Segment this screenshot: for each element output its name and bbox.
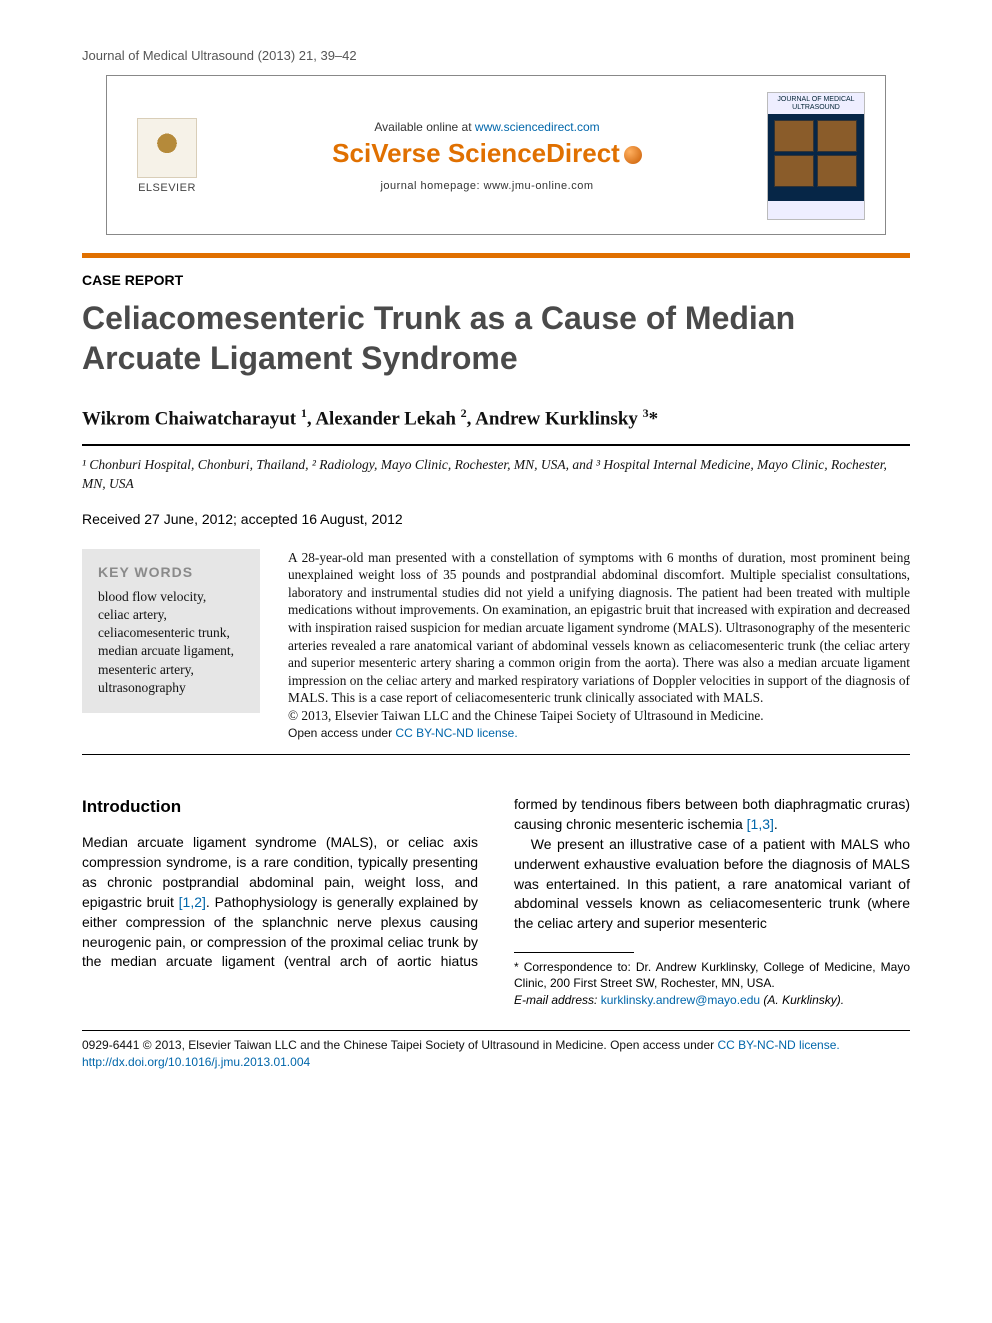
journal-header-box: ELSEVIER Available online at www.science… — [106, 75, 886, 235]
footer-cc-link[interactable]: CC BY-NC-ND license. — [717, 1038, 839, 1052]
sd-globe-icon — [624, 146, 642, 164]
footer-issn-copyright: 0929-6441 © 2013, Elsevier Taiwan LLC an… — [82, 1038, 610, 1052]
cover-footer-strip — [768, 201, 864, 219]
abstract-copyright: © 2013, Elsevier Taiwan LLC and the Chin… — [288, 708, 764, 723]
page-footer: 0929-6441 © 2013, Elsevier Taiwan LLC an… — [82, 1030, 910, 1071]
keyword-item: mesenteric artery, — [98, 661, 244, 679]
cover-images — [768, 114, 864, 201]
keywords-abstract-row: KEY WORDS blood flow velocity,celiac art… — [82, 549, 910, 742]
open-access-line: Open access under CC BY-NC-ND license. — [288, 726, 518, 740]
keywords-box: KEY WORDS blood flow velocity,celiac art… — [82, 549, 260, 713]
footer-doi: http://dx.doi.org/10.1016/j.jmu.2013.01.… — [82, 1054, 910, 1071]
section-heading-introduction: Introduction — [82, 795, 478, 819]
header-center: Available online at www.sciencedirect.co… — [225, 120, 749, 191]
citation-1-3[interactable]: [1,3] — [747, 816, 774, 832]
article-dates: Received 27 June, 2012; accepted 16 Augu… — [82, 511, 910, 527]
abstract-text: A 28-year-old man presented with a const… — [288, 549, 910, 742]
email-author-name: (A. Kurklinsky). — [763, 993, 844, 1007]
sd-logo-text: SciVerse ScienceDirect — [332, 138, 620, 168]
author-separator-rule — [82, 444, 910, 446]
journal-homepage-line: journal homepage: www.jmu-online.com — [225, 180, 749, 192]
sciencedirect-link[interactable]: www.sciencedirect.com — [475, 120, 600, 134]
orange-rule — [82, 253, 910, 258]
available-online-line: Available online at www.sciencedirect.co… — [225, 120, 749, 134]
available-online-text: Available online at — [374, 120, 475, 134]
abstract-end-rule — [82, 754, 910, 755]
keyword-item: median arcuate ligament, — [98, 642, 244, 660]
keyword-item: celiacomesenteric trunk, — [98, 624, 244, 642]
keyword-item: celiac artery, — [98, 606, 244, 624]
elsevier-tree-icon — [137, 118, 197, 178]
keyword-item: blood flow velocity, — [98, 588, 244, 606]
intro-p1-c: . — [774, 816, 778, 832]
citation-1-2[interactable]: [1,2] — [179, 894, 206, 910]
doi-link[interactable]: http://dx.doi.org/10.1016/j.jmu.2013.01.… — [82, 1055, 310, 1069]
affiliations: ¹ Chonburi Hospital, Chonburi, Thailand,… — [82, 456, 910, 492]
cc-license-link[interactable]: CC BY-NC-ND license. — [395, 726, 517, 740]
elsevier-name: ELSEVIER — [138, 182, 196, 194]
email-label: E-mail address: — [514, 993, 597, 1007]
correspondence-note: * Correspondence to: Dr. Andrew Kurklins… — [514, 959, 910, 991]
keyword-item: ultrasonography — [98, 679, 244, 697]
email-address-link[interactable]: kurklinsky.andrew@mayo.edu — [601, 993, 760, 1007]
footer-rule — [82, 1030, 910, 1031]
keywords-heading: KEY WORDS — [98, 563, 244, 582]
cover-title: JOURNAL OF MEDICAL ULTRASOUND — [768, 93, 864, 114]
journal-cover-thumb: JOURNAL OF MEDICAL ULTRASOUND — [767, 92, 865, 220]
running-head: Journal of Medical Ultrasound (2013) 21,… — [82, 48, 910, 63]
email-line: E-mail address: kurklinsky.andrew@mayo.e… — [514, 992, 910, 1008]
elsevier-logo-block: ELSEVIER — [127, 118, 207, 194]
author-list: Wikrom Chaiwatcharayut 1, Alexander Leka… — [82, 406, 910, 430]
abstract-body: A 28-year-old man presented with a const… — [288, 550, 910, 705]
footnote-separator — [514, 952, 634, 953]
oa-text: Open access under — [288, 726, 395, 740]
footnotes-block: * Correspondence to: Dr. Andrew Kurklins… — [514, 959, 910, 1008]
article-type: CASE REPORT — [82, 272, 910, 288]
keywords-list: blood flow velocity,celiac artery,celiac… — [98, 588, 244, 697]
body-columns: Introduction Median arcuate ligament syn… — [82, 795, 910, 1008]
footer-oa-text: Open access under — [610, 1038, 717, 1052]
sciencedirect-logo: SciVerse ScienceDirect — [225, 140, 749, 167]
intro-para-2: We present an illustrative case of a pat… — [514, 835, 910, 934]
article-title: Celiacomesenteric Trunk as a Cause of Me… — [82, 298, 910, 378]
footer-copyright-line: 0929-6441 © 2013, Elsevier Taiwan LLC an… — [82, 1037, 910, 1054]
